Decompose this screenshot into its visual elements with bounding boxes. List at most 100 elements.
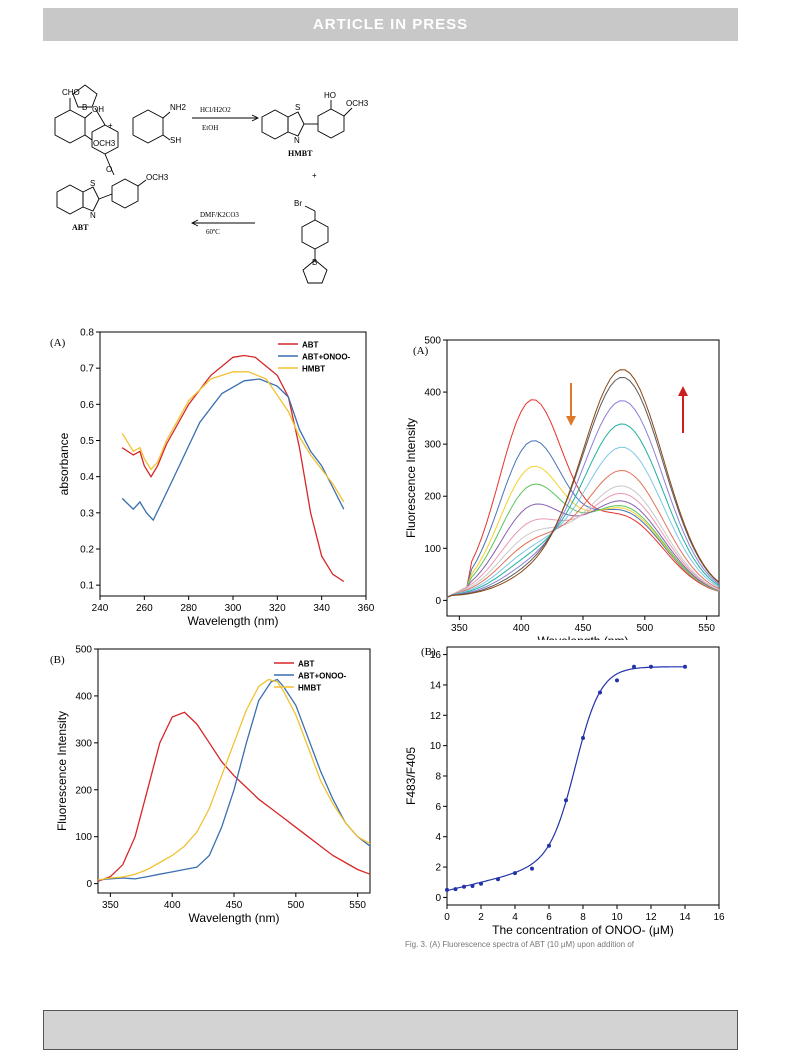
decrease-arrowhead [566, 416, 576, 426]
ratio-vs-concentration-chart: 0 2 4 6 8 10 12 14 16 0 2 4 6 8 10 12 14 16 The concentrat… [405, 646, 725, 949]
x-tick-label: 2 [478, 912, 484, 923]
reagent3-ring [301, 219, 329, 250]
y-tick-label: 0.3 [80, 508, 94, 519]
legend-label: ABT+ONOO- [302, 353, 351, 362]
label-sh: SH [170, 136, 181, 145]
titration-curve [446, 492, 720, 598]
y-tick-label: 12 [430, 711, 442, 722]
y-tick-label: 0.6 [80, 400, 94, 411]
plus-2: + [312, 171, 317, 180]
y-tick-label: 200 [75, 785, 92, 796]
y-tick-label: 0.4 [80, 472, 94, 483]
data-point [513, 871, 517, 876]
y-tick-label: 0 [435, 596, 441, 607]
x-axis-label: The concentration of ONOO- (μM) [492, 923, 674, 937]
figure-caption-fragment: Fig. 3. (A) Fluorescence spectra of ABT … [405, 940, 635, 949]
panel-label: (A) [50, 337, 66, 349]
x-tick-label: 10 [611, 912, 623, 923]
increase-arrowhead [678, 386, 688, 396]
label-nh2: NH2 [170, 103, 187, 112]
y-tick-label: 6 [435, 802, 441, 813]
y-axis-label: absorbance [57, 432, 71, 495]
series-line-ABT [97, 711, 371, 882]
panel-label: (A) [413, 345, 429, 357]
step2-conditions: DMF/K2CO3 [200, 211, 239, 219]
x-tick-label: 6 [546, 912, 552, 923]
x-tick-label: 0 [444, 912, 450, 923]
x-tick-label: 340 [313, 603, 330, 614]
series-line-ABT+ONOO- [97, 678, 371, 881]
y-tick-label: 8 [435, 772, 441, 783]
product1-benzothiazole [261, 109, 289, 140]
y-tick-label: 200 [424, 492, 441, 503]
x-tick-label: 8 [580, 912, 586, 923]
fluorescence-comparison-chart: 350 400 450 500 550 0 100 200 300 400 500 Wavelengt… [50, 645, 371, 925]
footer-box [43, 1010, 738, 1050]
label-och3-2: OCH3 [346, 99, 369, 108]
x-tick-label: 500 [636, 623, 653, 634]
x-axis-label: Wavelength (nm) [538, 634, 629, 640]
y-tick-label: 100 [75, 832, 92, 843]
x-tick-label: 550 [698, 623, 715, 634]
label-och3-3: OCH3 [146, 173, 169, 182]
x-tick-label: 360 [358, 603, 375, 614]
y-tick-label: 0.7 [80, 364, 94, 375]
titration-curve [446, 399, 720, 598]
data-point [496, 877, 500, 882]
step1-conditions: HCl/H2O2 [200, 106, 231, 114]
titration-curve [446, 440, 720, 598]
x-tick-label: 260 [136, 603, 153, 614]
data-point [632, 664, 636, 669]
y-tick-label: 0.1 [80, 581, 94, 592]
label-s-2: S [90, 179, 95, 188]
x-tick-label: 450 [575, 623, 592, 634]
x-tick-label: 400 [164, 900, 181, 911]
y-tick-label: 16 [430, 650, 442, 661]
y-tick-label: 400 [75, 691, 92, 702]
x-axis-label: Wavelength (nm) [189, 911, 280, 925]
reagent1-ring [54, 109, 86, 144]
fit-curve [446, 666, 685, 892]
absorbance-chart: 240 260 280 300 320 340 360 0.1 0.2 0.3 0.4 0.5 0.6 0… [50, 328, 375, 628]
step2-temperature: 60ºC [206, 228, 220, 236]
y-tick-label: 4 [435, 832, 441, 843]
titration-curve [446, 469, 720, 598]
series-line-HMBT [121, 371, 345, 503]
synthesis-scheme: CHO OH OCH3 + NH2 SH HCl/H2O2 EtOH HO OC… [54, 84, 369, 284]
x-tick-label: 4 [512, 912, 518, 923]
titration-curve [446, 446, 720, 598]
y-tick-label: 0 [435, 893, 441, 904]
data-point [445, 887, 449, 892]
x-tick-label: 350 [451, 623, 468, 634]
series-line-HMBT [97, 678, 371, 881]
x-tick-label: 16 [713, 912, 725, 923]
label-ho: HO [324, 91, 336, 100]
y-tick-label: 10 [430, 741, 442, 752]
titration-curve [446, 376, 720, 598]
titration-curve [446, 423, 720, 598]
data-point [462, 884, 466, 889]
plot-frame [446, 339, 720, 617]
titration-curve [446, 400, 720, 598]
panel-label: (B) [421, 646, 436, 658]
data-point [547, 843, 551, 848]
data-point [598, 690, 602, 695]
data-point [470, 884, 475, 889]
x-tick-label: 12 [645, 912, 657, 923]
x-tick-label: 500 [287, 900, 304, 911]
titration-curve [446, 465, 720, 598]
data-point [615, 678, 619, 683]
plot-frame [97, 648, 371, 894]
legend-label: ABT [302, 341, 319, 350]
product1-name: HMBT [288, 149, 313, 158]
label-och3-1: OCH3 [93, 139, 116, 148]
label-b-1: B [312, 258, 317, 267]
y-tick-label: 500 [75, 645, 92, 656]
legend-label: ABT+ONOO- [298, 672, 347, 681]
x-tick-label: 450 [226, 900, 243, 911]
legend-label: HMBT [302, 365, 325, 374]
x-tick-label: 350 [102, 900, 119, 911]
data-point [683, 664, 687, 669]
x-axis-label: Wavelength (nm) [188, 614, 279, 628]
label-n-1: N [294, 136, 300, 145]
